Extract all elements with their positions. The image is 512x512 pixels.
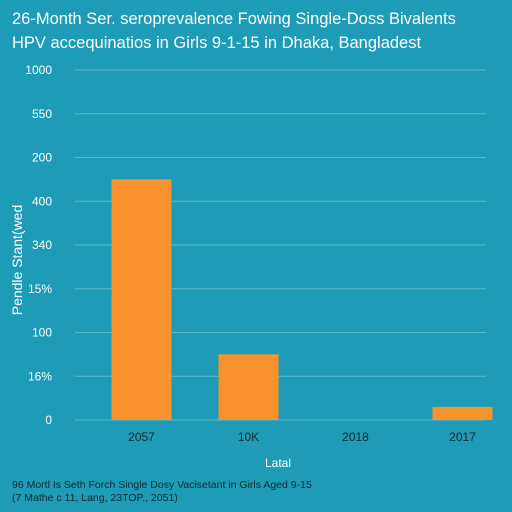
chart-title-line-2: HPV accequinatios in Girls 9-1-15 in Dha… — [12, 34, 421, 52]
bar-2017 — [432, 406, 493, 420]
y-tick-label: 200 — [32, 151, 52, 165]
bars — [111, 179, 493, 420]
y-tick-label: 0 — [45, 413, 52, 427]
chart-title-line-1: 26-Month Ser. seroprevalence Fowing Sing… — [12, 10, 456, 28]
y-tick-label: 1000 — [25, 63, 52, 77]
x-tick-label-2018: 2018 — [342, 430, 369, 444]
x-tick-label-2057: 2057 — [128, 430, 155, 444]
y-tick-labels: 1000 550 200 400 340 15% 100 16% 0 — [25, 63, 52, 427]
footnote-line-2: (7 Mathe c 11, Lang, 23TOP., 2051) — [12, 492, 178, 504]
y-tick-label: 340 — [32, 238, 52, 252]
y-tick-label: 400 — [32, 194, 52, 208]
x-axis-label: Latal — [265, 456, 291, 470]
y-tick-label: 16% — [28, 369, 52, 383]
bar-2057 — [111, 179, 172, 420]
y-tick-label: 100 — [32, 326, 52, 340]
footnote-line-1: 96 Mortl Is Seth Forch Single Dosy Vacis… — [12, 479, 312, 491]
x-tick-label-2017: 2017 — [449, 430, 476, 444]
x-tick-labels: 2057 10K 2018 2017 — [128, 430, 476, 444]
y-tick-label: 15% — [28, 282, 52, 296]
y-tick-label: 550 — [32, 107, 52, 121]
y-axis-label: Pendle Stant(wed — [9, 205, 25, 316]
bar-10K — [218, 354, 279, 420]
x-tick-label-10K: 10K — [238, 430, 259, 444]
